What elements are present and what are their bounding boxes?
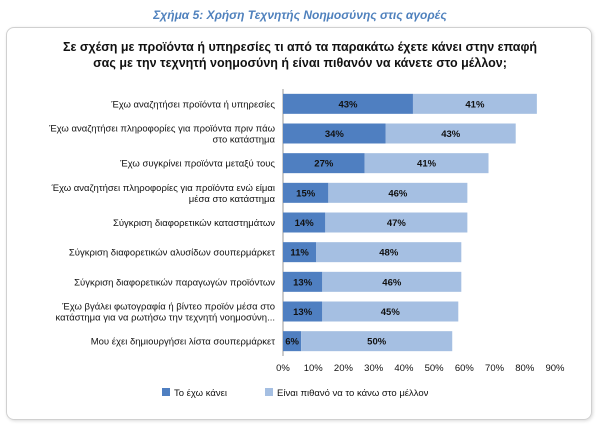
data-label: 6% [285, 337, 299, 348]
x-tick-label: 30% [364, 363, 384, 374]
category-label: Έχω βγάλει φωτογραφία ή βίντεο προϊόν μέ… [56, 302, 275, 324]
bar-segment [325, 212, 468, 233]
chart-title-line: σας με την τεχνητή νοημοσύνη ή είναι πιθ… [93, 56, 507, 70]
legend-swatch [162, 388, 170, 396]
data-label: 14% [295, 218, 315, 229]
figure-title: Σχήμα 5: Χρήση Τεχνητής Νοημοσύνης στις … [153, 8, 447, 22]
bar-segment [322, 301, 459, 322]
x-tick-label: 90% [545, 363, 565, 374]
bar-segment [412, 93, 537, 114]
bar-segment [283, 242, 317, 263]
x-tick-label: 60% [455, 363, 475, 374]
data-label: 41% [417, 159, 437, 170]
data-label: 47% [387, 218, 407, 229]
category-label: Σύγκριση διαφορετικών καταστημάτων [113, 218, 275, 229]
x-tick-label: 70% [485, 363, 505, 374]
x-tick-label: 80% [515, 363, 535, 374]
legend-label: Το έχω κάνει [174, 388, 227, 399]
bar-segment [301, 331, 453, 352]
data-label: 43% [338, 99, 358, 110]
category-label: Μου έχει δημιουργήσει λίστα σουπερμάρκετ [91, 337, 276, 348]
chart-title: Σε σχέση με προϊόντα ή υπηρεσίες τι από … [20, 39, 580, 71]
legend-swatch [265, 388, 273, 396]
data-label: 41% [465, 99, 485, 110]
x-tick-label: 50% [425, 363, 445, 374]
bar-segment [283, 93, 413, 114]
bar-segment [283, 182, 329, 203]
x-tick-label: 20% [334, 363, 354, 374]
bar-segment [316, 242, 462, 263]
data-label: 11% [290, 248, 309, 259]
category-label: Έχω αναζητήσει προϊόντα ή υπηρεσίες [110, 99, 275, 110]
bar-segment [283, 271, 323, 292]
category-label: Έχω συγκρίνει προϊόντα μεταξύ τους [119, 159, 275, 170]
category-label: Σύγκριση διαφορετικών παραγωγών προϊόντω… [74, 277, 275, 288]
chart-panel [6, 27, 592, 420]
bar-segment [283, 212, 326, 233]
data-label: 46% [388, 188, 408, 199]
bar-segment [283, 301, 323, 322]
category-label: Έχω αναζητήσει πληροφορίες για προϊόντα … [48, 124, 275, 146]
bar-segment [283, 331, 302, 352]
bar-segment [385, 123, 516, 144]
bar-segment [328, 182, 468, 203]
data-label: 13% [293, 307, 313, 318]
bar-segment [322, 271, 462, 292]
data-label: 46% [382, 277, 402, 288]
data-label: 50% [367, 337, 387, 348]
data-label: 45% [381, 307, 401, 318]
data-label: 34% [325, 129, 345, 140]
data-label: 48% [379, 248, 399, 259]
data-label: 15% [296, 188, 316, 199]
category-label: Έχω αναζητήσει πληροφορίες για προϊόντα … [51, 183, 276, 205]
data-label: 13% [293, 277, 313, 288]
x-tick-label: 40% [394, 363, 414, 374]
legend-label: Είναι πιθανό να το κάνω στο μέλλον [277, 388, 429, 399]
chart-title-line: Σε σχέση με προϊόντα ή υπηρεσίες τι από … [62, 40, 538, 54]
bar-segment [283, 123, 386, 144]
bar-segment [283, 153, 365, 174]
bar-segment [364, 153, 489, 174]
x-tick-label: 10% [304, 363, 324, 374]
data-label: 27% [314, 159, 334, 170]
data-label: 43% [441, 129, 461, 140]
x-tick-label: 0% [276, 363, 290, 374]
category-label: Σύγκριση διαφορετικών αλυσίδων σουπερμάρ… [69, 248, 275, 259]
